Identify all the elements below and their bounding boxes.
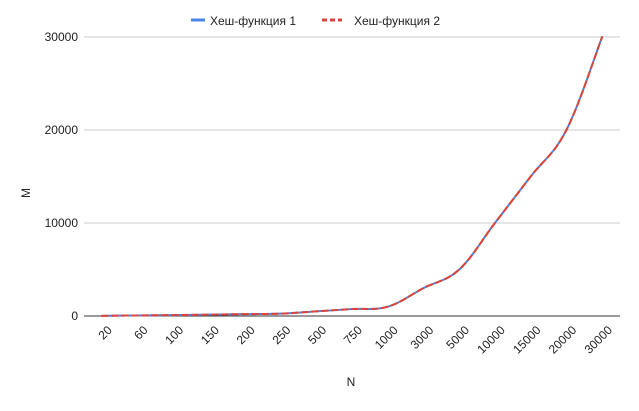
- x-tick-label: 100: [162, 323, 186, 347]
- y-tick-label: 20000: [45, 123, 79, 137]
- x-tick-label: 15000: [510, 323, 544, 357]
- series-line-2[interactable]: [100, 36, 604, 317]
- x-tick-label: 3000: [408, 323, 437, 352]
- x-tick-label: 10000: [474, 323, 508, 357]
- x-tick-label: 250: [269, 323, 293, 347]
- x-tick-label: 20: [95, 323, 115, 343]
- x-tick-label: 500: [305, 323, 329, 347]
- gridlines: [84, 36, 620, 317]
- legend-item-series-1[interactable]: Хеш-функция 1: [191, 14, 296, 28]
- x-tick-label: 1000: [372, 323, 401, 352]
- legend: Хеш-функция 1 Хеш-функция 2: [191, 14, 440, 28]
- x-axis-title: N: [347, 375, 356, 389]
- x-tick-label: 20000: [546, 323, 580, 357]
- x-tick-label: 60: [131, 323, 151, 343]
- series-lines: [100, 36, 604, 317]
- legend-label-series-1: Хеш-функция 1: [210, 14, 296, 28]
- y-tick-label: 0: [71, 309, 78, 323]
- x-tick-label: 150: [198, 323, 222, 347]
- y-tick-label: 10000: [45, 216, 79, 230]
- legend-label-series-2: Хеш-функция 2: [354, 14, 440, 28]
- legend-item-series-2[interactable]: Хеш-функция 2: [322, 14, 440, 28]
- x-tick-label: 30000: [582, 323, 616, 357]
- x-tick-label: 5000: [443, 323, 472, 352]
- x-tick-label: 200: [234, 323, 258, 347]
- x-tick-label: 750: [341, 323, 365, 347]
- series-line-1[interactable]: [100, 36, 604, 317]
- y-tick-label: 30000: [45, 30, 79, 44]
- y-axis-title: M: [19, 188, 33, 198]
- y-axis-ticks: 0 10000 20000 30000: [45, 30, 79, 323]
- x-axis-ticks: 20 60 100 150 200 250 500 750 1000 3000 5000 10000 1…: [95, 323, 615, 357]
